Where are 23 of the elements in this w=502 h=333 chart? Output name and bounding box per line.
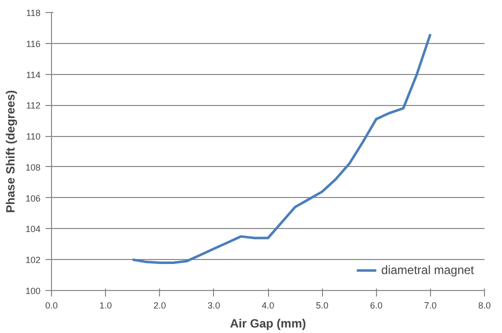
y-tick-label: 114 bbox=[26, 70, 41, 80]
y-tick-label: 106 bbox=[25, 193, 41, 204]
x-tick-label: 1.0 bbox=[99, 300, 112, 310]
y-tick-label: 108 bbox=[25, 162, 41, 172]
x-tick-label: 5.0 bbox=[316, 300, 328, 310]
y-tick-label: 104 bbox=[25, 224, 41, 234]
y-tick-label: 112 bbox=[26, 100, 41, 111]
legend-label: diametral magnet bbox=[381, 263, 474, 277]
y-axis-title: Phase Shift (degrees) bbox=[3, 90, 18, 213]
x-tick-label: 7.0 bbox=[424, 300, 437, 310]
x-tick-label: 3.0 bbox=[208, 300, 220, 310]
x-tick-label: 8.0 bbox=[478, 300, 491, 310]
x-tick-label: 0.0 bbox=[45, 300, 58, 310]
x-tick-label: 2.0 bbox=[153, 300, 166, 310]
y-tick-label: 118 bbox=[26, 8, 41, 18]
y-tick-label: 102 bbox=[25, 255, 41, 266]
x-axis-title: Air Gap (mm) bbox=[230, 316, 306, 330]
y-tick-label: 116 bbox=[26, 38, 41, 49]
line-series bbox=[131, 32, 432, 264]
y-tick-label: 110 bbox=[26, 132, 41, 142]
x-tick-label: 4.0 bbox=[262, 300, 274, 310]
y-tick-label: 100 bbox=[25, 286, 41, 296]
x-tick-label: 6.0 bbox=[370, 300, 383, 310]
